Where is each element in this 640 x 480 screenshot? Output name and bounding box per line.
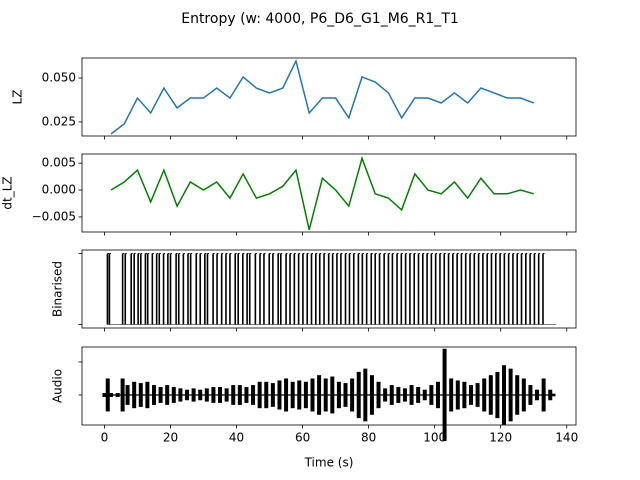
y-axis-label: dt_LZ	[1, 176, 15, 209]
y-axis-label: Binarised	[51, 261, 65, 317]
y-tick-label: 0.005	[42, 156, 76, 170]
x-tick-label: 80	[361, 431, 376, 445]
x-tick-label: 100	[423, 431, 446, 445]
axes-frame	[81, 153, 577, 233]
y-tick-label: 0.000	[42, 183, 76, 197]
x-tick-label: 120	[489, 431, 512, 445]
y-tick-label: 0.025	[42, 114, 76, 128]
line	[110, 155, 534, 231]
axes-frame	[81, 249, 577, 329]
y-axis-label: LZ	[11, 90, 25, 105]
y-tick-label: 0.050	[42, 71, 76, 85]
subplot: −0.005 0.000 0.005 dt_LZ	[1, 153, 577, 236]
x-tick-label: 60	[295, 431, 310, 445]
x-tick-label: 0	[101, 431, 109, 445]
axes-frame	[81, 57, 577, 137]
subplot: Binarised	[51, 249, 577, 332]
axes-frame	[81, 346, 577, 426]
x-axis-label: Time (s)	[304, 456, 354, 470]
x-tick-label: 20	[163, 431, 178, 445]
figure-title: Entropy (w: 4000, P6_D6_G1_M6_R1_T1	[181, 11, 459, 27]
subplot: 0.025 0.050 LZ	[11, 57, 577, 140]
x-tick-label: 140	[555, 431, 578, 445]
y-tick-label: −0.005	[32, 209, 76, 223]
line	[110, 58, 534, 135]
x-tick-label: 40	[229, 431, 244, 445]
y-axis-label: Audio	[51, 369, 65, 403]
subplot: 0 20 40 60 80 100 120 140 Audio Time (s)	[51, 346, 578, 470]
